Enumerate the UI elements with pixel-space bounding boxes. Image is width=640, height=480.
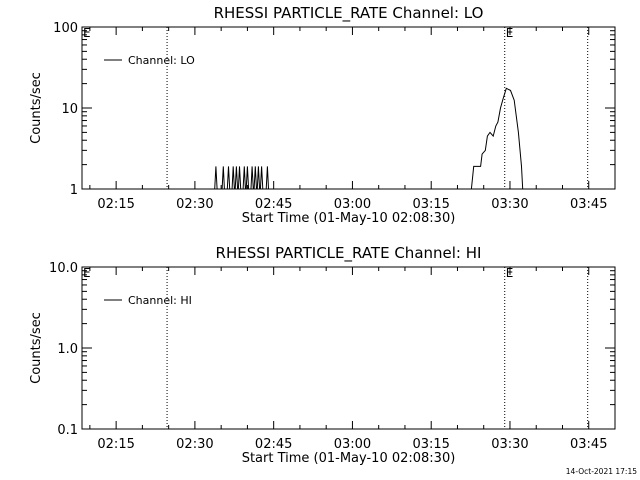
x-tick-label: 02:30 <box>176 197 213 212</box>
x-axis-label: Start Time (01-May-10 02:08:30) <box>242 451 456 466</box>
legend-label: Channel: HI <box>128 294 192 307</box>
y-tick-label: 100 <box>53 21 78 36</box>
x-tick-label: 03:00 <box>334 437 371 452</box>
panel-lo: RHESSI PARTICLE_RATE Channel: LO 02:15 02:… <box>29 4 616 226</box>
generated-timestamp: 14-Oct-2021 17:15 <box>566 467 637 476</box>
x-tick-label: 03:45 <box>570 437 607 452</box>
event-line-label: E <box>506 266 514 280</box>
x-tick-label: 03:30 <box>491 437 528 452</box>
x-tick-label: 03:30 <box>491 197 528 212</box>
y-tick-label: 1 <box>70 183 78 198</box>
plot-frame <box>81 266 616 430</box>
x-tick-label: 02:30 <box>176 437 213 452</box>
y-tick-label: 1.0 <box>57 342 78 357</box>
x-tick-label: 02:45 <box>255 437 292 452</box>
x-tick-label: 02:45 <box>255 197 292 212</box>
series-line <box>470 87 524 189</box>
panel-hi: RHESSI PARTICLE_RATE Channel: HI 02:15 02:… <box>29 244 616 466</box>
y-tick-label: 0.1 <box>57 423 78 438</box>
x-tick-label: 03:00 <box>334 197 371 212</box>
x-tick-label: 02:15 <box>97 437 134 452</box>
event-line-label: E <box>506 26 514 40</box>
plot-frame <box>81 26 616 190</box>
x-tick-label: 03:45 <box>570 197 607 212</box>
x-axis-label: Start Time (01-May-10 02:08:30) <box>242 211 456 226</box>
chart-title: RHESSI PARTICLE_RATE Channel: LO <box>214 4 484 23</box>
corner-mark: E <box>83 26 91 40</box>
corner-mark: E <box>83 266 91 280</box>
chart-title: RHESSI PARTICLE_RATE Channel: HI <box>216 244 482 263</box>
x-tick-label: 03:15 <box>412 437 449 452</box>
y-axis-label: Counts/sec <box>29 312 44 384</box>
series-line <box>214 166 270 189</box>
y-tick-label: 10.0 <box>49 261 78 276</box>
legend-label: Channel: LO <box>128 54 195 67</box>
x-tick-label: 03:15 <box>412 197 449 212</box>
y-axis-label: Counts/sec <box>29 72 44 144</box>
x-tick-label: 02:15 <box>97 197 134 212</box>
y-tick-label: 10 <box>61 102 78 117</box>
